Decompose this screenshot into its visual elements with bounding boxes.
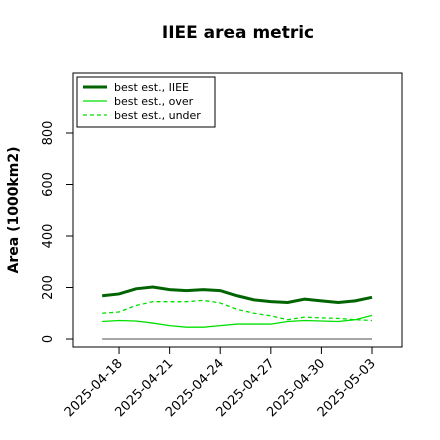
- chart-title: IIEE area metric: [162, 23, 314, 43]
- series-line: [102, 285, 373, 304]
- legend-label: best est., over: [114, 95, 194, 108]
- legend-box: [76, 76, 216, 128]
- y-axis-label: Area (1000km2): [6, 147, 22, 274]
- y-tick-label: 400: [41, 224, 56, 249]
- plot-frame: [72, 72, 403, 348]
- y-tick-label: 200: [41, 275, 56, 300]
- y-tick-label: 800: [41, 121, 56, 146]
- legend-label: best est., under: [114, 109, 201, 122]
- series-line: [102, 314, 373, 328]
- series-line: [102, 299, 373, 322]
- y-tick-label: 0: [41, 335, 56, 343]
- y-tick-label: 600: [41, 172, 56, 197]
- legend-label: best est., IIEE: [114, 81, 189, 94]
